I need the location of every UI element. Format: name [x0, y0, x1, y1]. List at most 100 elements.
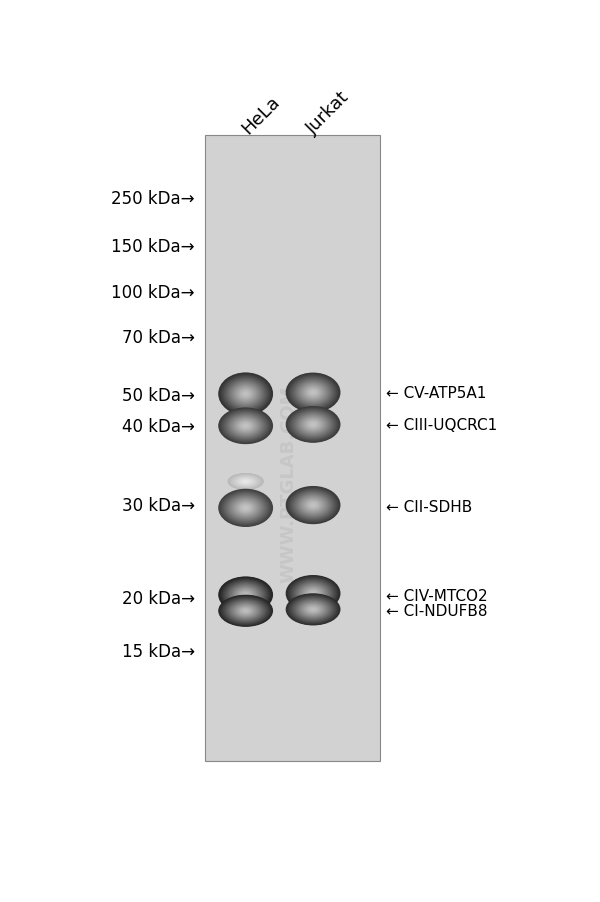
- Ellipse shape: [290, 410, 335, 440]
- Ellipse shape: [233, 604, 258, 618]
- Ellipse shape: [229, 497, 262, 520]
- Ellipse shape: [220, 596, 271, 626]
- Ellipse shape: [218, 408, 273, 445]
- Ellipse shape: [297, 382, 329, 404]
- Ellipse shape: [299, 383, 327, 403]
- Ellipse shape: [224, 377, 268, 411]
- Ellipse shape: [306, 388, 320, 398]
- Ellipse shape: [220, 596, 271, 626]
- Ellipse shape: [228, 381, 263, 408]
- Ellipse shape: [239, 504, 251, 512]
- Ellipse shape: [228, 496, 263, 520]
- Ellipse shape: [302, 603, 324, 616]
- Ellipse shape: [239, 591, 252, 600]
- Ellipse shape: [291, 377, 335, 409]
- Ellipse shape: [295, 413, 331, 437]
- Ellipse shape: [222, 376, 269, 413]
- Ellipse shape: [223, 492, 268, 524]
- Ellipse shape: [287, 374, 339, 411]
- Ellipse shape: [223, 492, 269, 524]
- Ellipse shape: [305, 589, 321, 599]
- Ellipse shape: [287, 576, 340, 612]
- Ellipse shape: [305, 605, 322, 614]
- Ellipse shape: [311, 391, 315, 394]
- Ellipse shape: [306, 605, 320, 614]
- Ellipse shape: [292, 411, 334, 439]
- Ellipse shape: [296, 493, 331, 518]
- Ellipse shape: [233, 476, 259, 488]
- Ellipse shape: [238, 389, 253, 400]
- Ellipse shape: [242, 609, 249, 613]
- Ellipse shape: [290, 377, 335, 410]
- Ellipse shape: [238, 388, 254, 400]
- Text: ← CIV-MTCO2: ← CIV-MTCO2: [386, 588, 487, 603]
- Ellipse shape: [302, 586, 324, 601]
- Ellipse shape: [242, 480, 249, 483]
- Ellipse shape: [221, 597, 270, 625]
- Ellipse shape: [310, 592, 316, 596]
- Ellipse shape: [308, 389, 319, 397]
- Ellipse shape: [296, 381, 329, 405]
- Ellipse shape: [302, 418, 325, 433]
- Ellipse shape: [221, 578, 271, 612]
- Ellipse shape: [242, 424, 250, 429]
- Ellipse shape: [232, 603, 259, 619]
- Ellipse shape: [301, 497, 326, 514]
- Ellipse shape: [238, 421, 254, 432]
- Ellipse shape: [304, 604, 322, 615]
- Ellipse shape: [239, 422, 252, 431]
- Ellipse shape: [218, 373, 273, 416]
- Ellipse shape: [298, 584, 328, 603]
- Ellipse shape: [221, 596, 271, 625]
- Ellipse shape: [241, 608, 251, 614]
- Ellipse shape: [293, 598, 334, 621]
- Ellipse shape: [292, 491, 334, 520]
- Ellipse shape: [226, 599, 266, 623]
- Ellipse shape: [230, 416, 261, 437]
- Ellipse shape: [300, 383, 326, 402]
- Ellipse shape: [244, 507, 247, 510]
- Ellipse shape: [304, 604, 322, 615]
- Ellipse shape: [236, 605, 255, 617]
- Ellipse shape: [307, 590, 319, 598]
- Ellipse shape: [303, 386, 323, 400]
- Ellipse shape: [220, 595, 272, 627]
- Text: ← CII-SDHB: ← CII-SDHB: [386, 500, 472, 514]
- Ellipse shape: [230, 474, 262, 489]
- Ellipse shape: [244, 482, 247, 483]
- Ellipse shape: [302, 418, 324, 432]
- Ellipse shape: [287, 488, 339, 523]
- Ellipse shape: [233, 418, 258, 435]
- Ellipse shape: [220, 491, 271, 526]
- Ellipse shape: [237, 502, 254, 514]
- Ellipse shape: [226, 600, 265, 622]
- Ellipse shape: [303, 499, 323, 512]
- Ellipse shape: [235, 477, 256, 487]
- Ellipse shape: [302, 498, 323, 512]
- Ellipse shape: [233, 587, 258, 603]
- Ellipse shape: [289, 577, 338, 611]
- Ellipse shape: [300, 416, 326, 434]
- Ellipse shape: [303, 587, 323, 601]
- Ellipse shape: [241, 480, 250, 483]
- Ellipse shape: [288, 595, 338, 624]
- Ellipse shape: [293, 580, 334, 607]
- Ellipse shape: [219, 595, 272, 627]
- Ellipse shape: [288, 408, 338, 442]
- Ellipse shape: [227, 583, 264, 607]
- Ellipse shape: [238, 606, 254, 616]
- Ellipse shape: [295, 412, 332, 437]
- Ellipse shape: [296, 600, 330, 620]
- Ellipse shape: [287, 408, 340, 443]
- Text: 50 kDa→: 50 kDa→: [122, 386, 195, 404]
- Ellipse shape: [221, 492, 270, 525]
- Ellipse shape: [296, 414, 329, 436]
- Ellipse shape: [227, 583, 265, 608]
- Ellipse shape: [238, 479, 253, 485]
- Ellipse shape: [232, 499, 259, 518]
- Ellipse shape: [289, 375, 338, 411]
- Ellipse shape: [232, 475, 259, 488]
- Ellipse shape: [293, 411, 334, 438]
- Ellipse shape: [290, 376, 336, 410]
- Ellipse shape: [224, 493, 268, 523]
